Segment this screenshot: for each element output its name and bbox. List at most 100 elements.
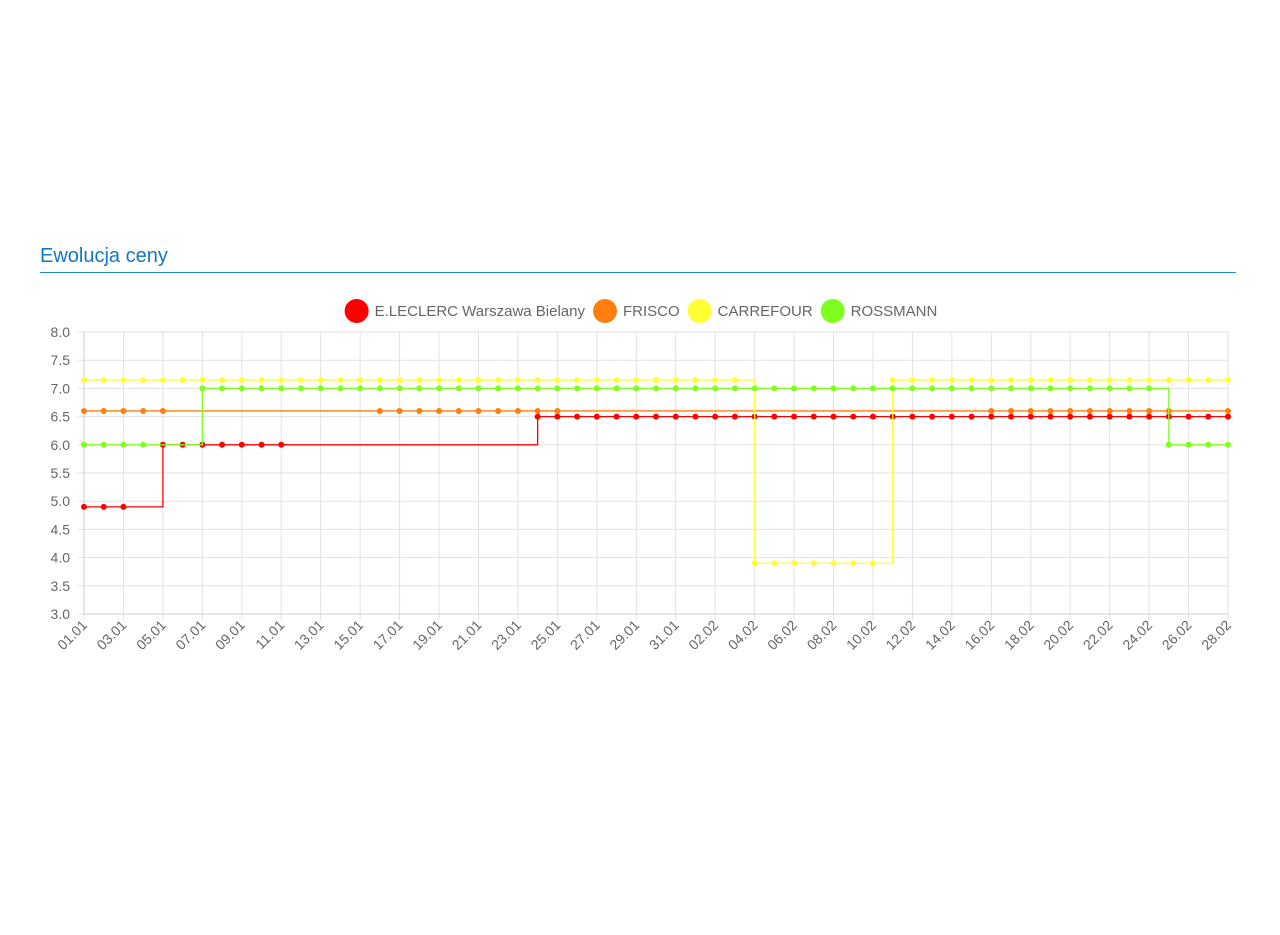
data-point[interactable]	[1165, 441, 1172, 448]
data-point[interactable]	[100, 441, 107, 448]
data-point[interactable]	[1008, 376, 1015, 383]
data-point[interactable]	[219, 376, 226, 383]
data-point[interactable]	[1126, 385, 1133, 392]
data-point[interactable]	[455, 385, 462, 392]
data-point[interactable]	[337, 376, 344, 383]
data-point[interactable]	[574, 385, 581, 392]
data-point[interactable]	[1086, 376, 1093, 383]
data-point[interactable]	[278, 376, 285, 383]
data-point[interactable]	[751, 385, 758, 392]
data-point[interactable]	[278, 385, 285, 392]
data-point[interactable]	[712, 376, 719, 383]
data-point[interactable]	[357, 376, 364, 383]
data-point[interactable]	[140, 376, 147, 383]
data-point[interactable]	[120, 441, 127, 448]
data-point[interactable]	[633, 413, 640, 420]
data-point[interactable]	[258, 385, 265, 392]
data-point[interactable]	[1047, 376, 1054, 383]
data-point[interactable]	[889, 385, 896, 392]
data-point[interactable]	[653, 413, 659, 420]
data-point[interactable]	[297, 385, 304, 392]
data-point[interactable]	[495, 407, 502, 414]
data-point[interactable]	[317, 376, 324, 383]
data-point[interactable]	[1126, 413, 1133, 420]
data-point[interactable]	[475, 376, 482, 383]
data-point[interactable]	[1225, 407, 1231, 414]
data-point[interactable]	[554, 385, 561, 392]
data-point[interactable]	[514, 407, 521, 414]
data-point[interactable]	[1106, 376, 1113, 383]
data-point[interactable]	[968, 385, 975, 392]
data-point[interactable]	[81, 407, 87, 414]
data-point[interactable]	[436, 385, 443, 392]
data-point[interactable]	[1225, 413, 1231, 420]
data-point[interactable]	[1185, 376, 1192, 383]
data-point[interactable]	[791, 385, 798, 392]
data-point[interactable]	[672, 413, 679, 420]
data-point[interactable]	[219, 385, 226, 392]
data-point[interactable]	[436, 407, 443, 414]
data-point[interactable]	[179, 376, 186, 383]
data-point[interactable]	[514, 376, 521, 383]
data-point[interactable]	[81, 441, 87, 448]
data-point[interactable]	[357, 385, 364, 392]
data-point[interactable]	[692, 376, 699, 383]
data-point[interactable]	[297, 376, 304, 383]
data-point[interactable]	[948, 385, 955, 392]
data-point[interactable]	[238, 385, 245, 392]
data-point[interactable]	[869, 385, 876, 392]
data-point[interactable]	[1205, 376, 1212, 383]
data-point[interactable]	[1086, 413, 1093, 420]
data-point[interactable]	[534, 376, 541, 383]
legend-item-carrefour[interactable]: CARREFOUR	[687, 299, 813, 323]
legend-item-frisco[interactable]: FRISCO	[592, 299, 680, 323]
data-point[interactable]	[1165, 376, 1172, 383]
data-point[interactable]	[1027, 413, 1034, 420]
data-point[interactable]	[278, 441, 285, 448]
data-point[interactable]	[238, 441, 245, 448]
data-point[interactable]	[475, 385, 482, 392]
data-point[interactable]	[771, 385, 778, 392]
data-point[interactable]	[988, 413, 995, 420]
data-point[interactable]	[712, 385, 719, 392]
data-point[interactable]	[534, 407, 541, 414]
data-point[interactable]	[929, 385, 936, 392]
data-point[interactable]	[574, 376, 581, 383]
data-point[interactable]	[968, 413, 975, 420]
data-point[interactable]	[475, 407, 482, 414]
data-point[interactable]	[810, 413, 817, 420]
data-point[interactable]	[1225, 376, 1231, 383]
data-point[interactable]	[692, 385, 699, 392]
data-point[interactable]	[1225, 441, 1231, 448]
data-point[interactable]	[613, 413, 620, 420]
data-point[interactable]	[850, 385, 857, 392]
data-point[interactable]	[455, 376, 462, 383]
data-point[interactable]	[514, 385, 521, 392]
data-point[interactable]	[988, 407, 995, 414]
data-point[interactable]	[376, 407, 383, 414]
data-point[interactable]	[1008, 385, 1015, 392]
data-point[interactable]	[1027, 385, 1034, 392]
data-point[interactable]	[140, 407, 147, 414]
data-point[interactable]	[731, 376, 738, 383]
data-point[interactable]	[1067, 407, 1074, 414]
data-point[interactable]	[1067, 385, 1074, 392]
data-point[interactable]	[100, 376, 107, 383]
data-point[interactable]	[416, 407, 423, 414]
data-point[interactable]	[712, 413, 719, 420]
data-point[interactable]	[258, 441, 265, 448]
data-point[interactable]	[238, 376, 245, 383]
data-point[interactable]	[948, 376, 955, 383]
data-point[interactable]	[159, 407, 166, 414]
data-point[interactable]	[810, 560, 817, 567]
data-point[interactable]	[81, 503, 87, 510]
data-point[interactable]	[199, 385, 206, 392]
data-point[interactable]	[653, 385, 659, 392]
data-point[interactable]	[593, 413, 600, 420]
data-point[interactable]	[554, 407, 561, 414]
data-point[interactable]	[1146, 413, 1153, 420]
data-point[interactable]	[1146, 376, 1153, 383]
data-point[interactable]	[791, 413, 798, 420]
data-point[interactable]	[771, 560, 778, 567]
data-point[interactable]	[791, 560, 798, 567]
